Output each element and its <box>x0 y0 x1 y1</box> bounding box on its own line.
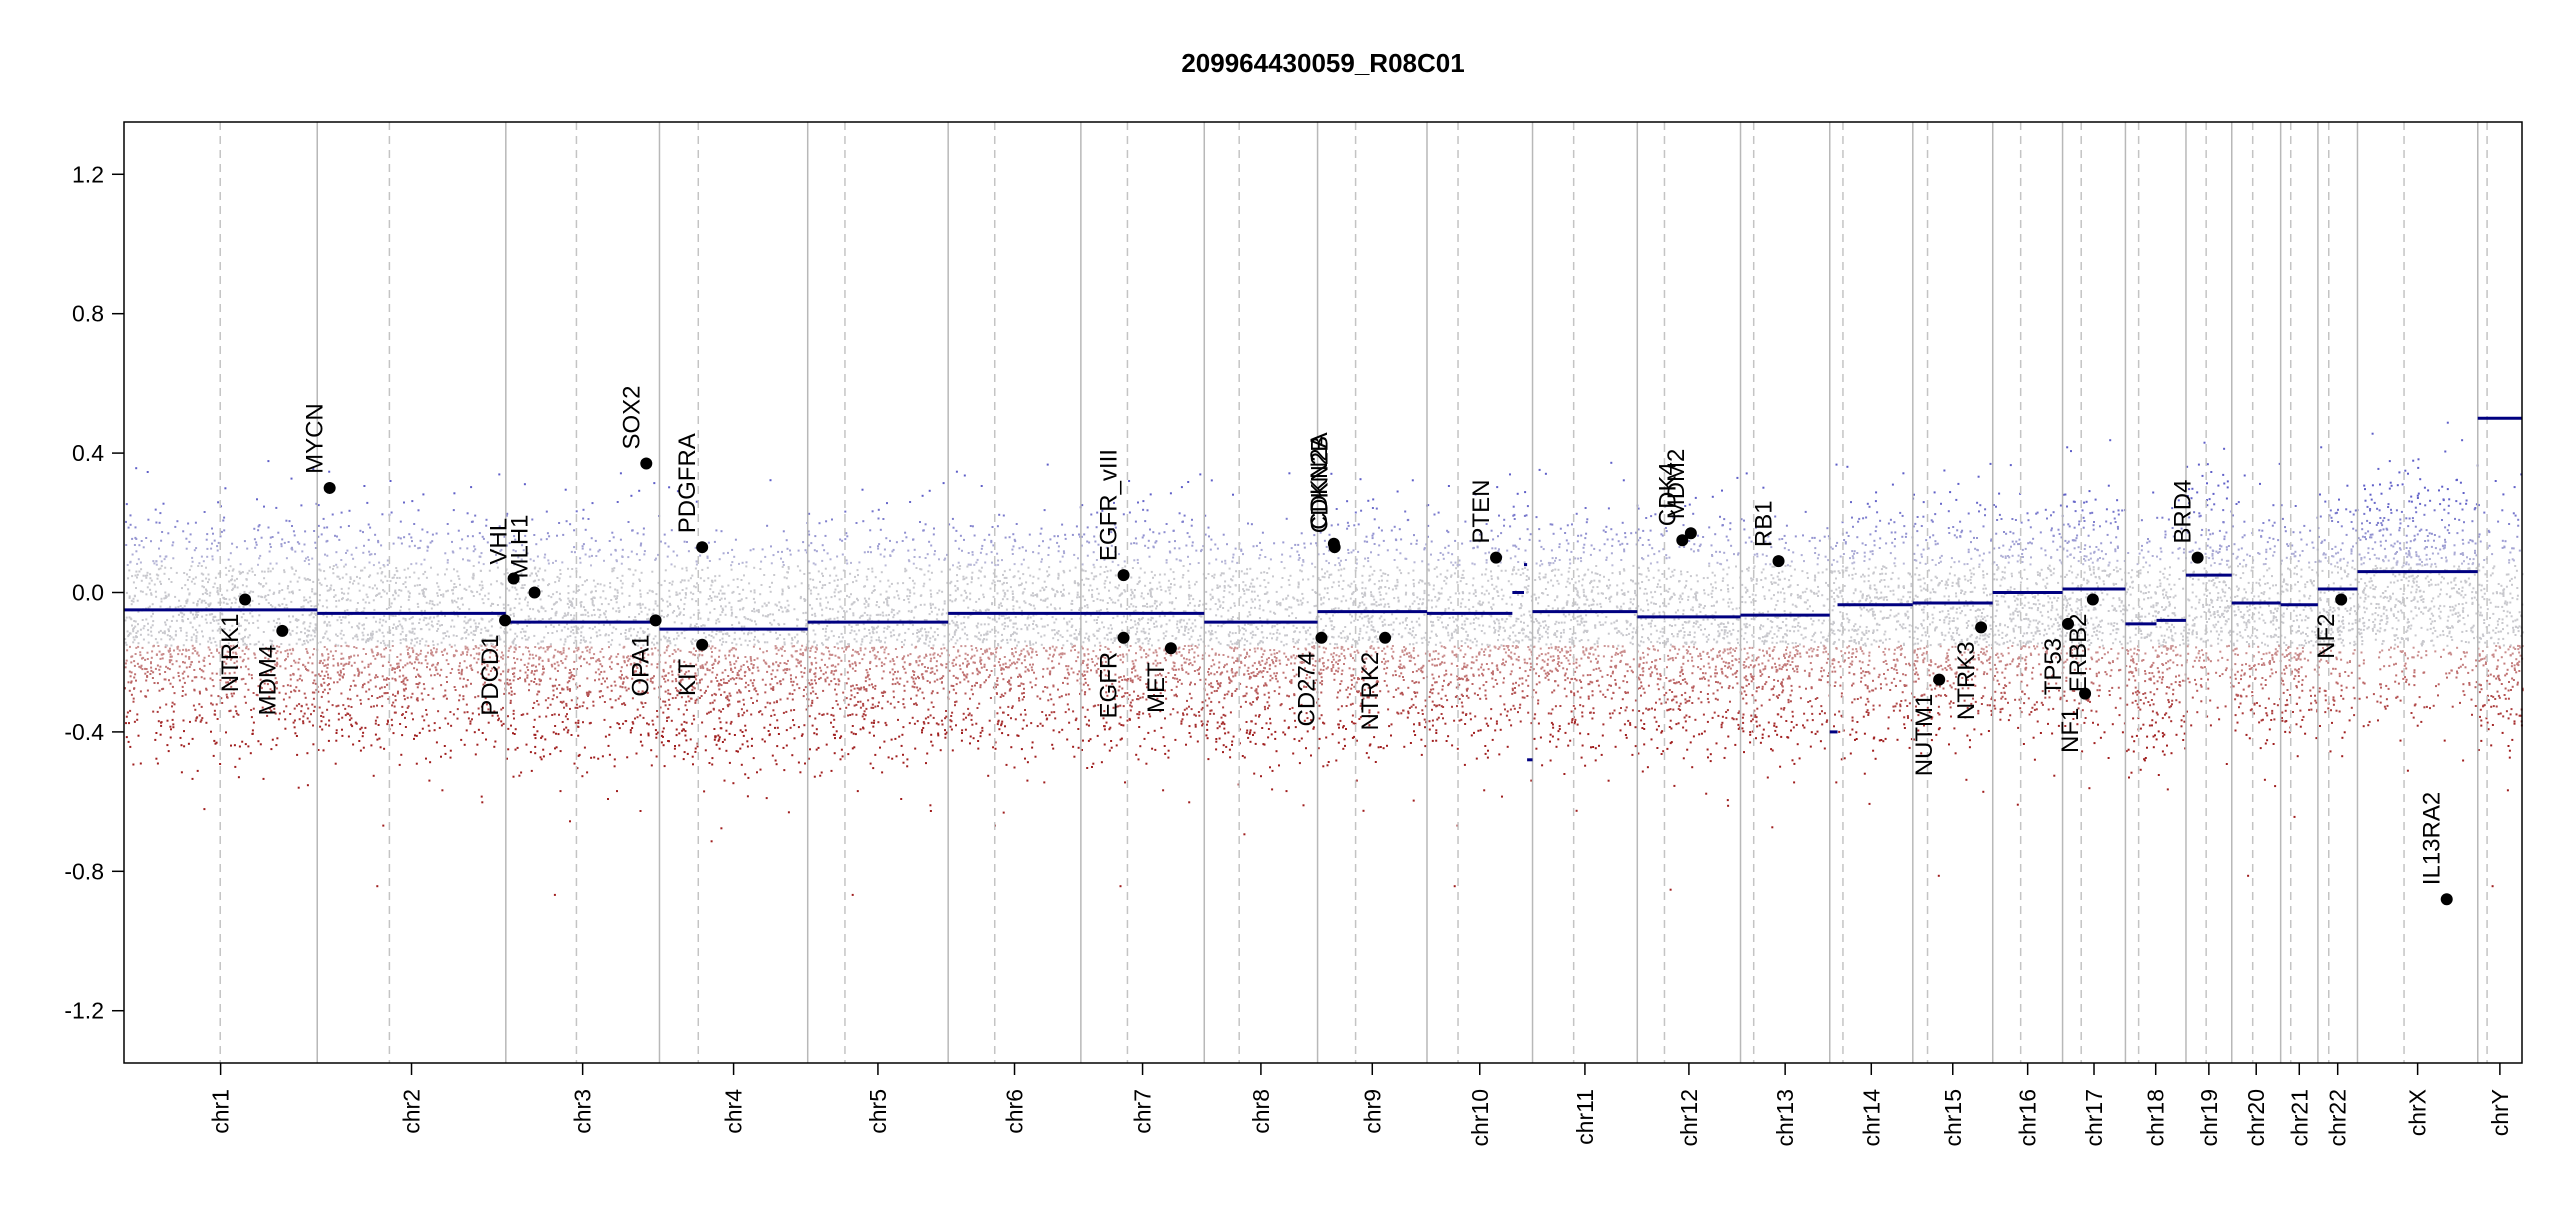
gene-label-mlh1: MLH1 <box>507 514 534 578</box>
gene-point-mdm4 <box>276 625 288 637</box>
gene-label-il13ra2: IL13RA2 <box>2419 792 2446 885</box>
gene-point-sox2 <box>640 458 652 470</box>
x-tick-label-chr7: chr7 <box>1130 1089 1156 1134</box>
gene-point-pten <box>1490 552 1502 564</box>
gene-label-ntrk2: NTRK2 <box>1357 652 1384 731</box>
gene-label-opa1: OPA1 <box>628 634 655 696</box>
x-tick-label-chr16: chr16 <box>2015 1089 2041 1147</box>
x-tick-label-chr10: chr10 <box>1467 1089 1493 1147</box>
y-tick-label: 0.0 <box>72 580 104 606</box>
gene-label-mdm4: MDM4 <box>254 645 281 716</box>
gene-point-mdm2 <box>1685 527 1697 539</box>
gene-point-opa1 <box>650 614 662 626</box>
gene-label-pdgfra: PDGFRA <box>674 433 701 533</box>
gene-label-cd274: CD274 <box>1293 652 1320 727</box>
gene-point-erbb2 <box>2087 593 2099 605</box>
gene-label-nutm1: NUTM1 <box>1911 694 1938 777</box>
gene-point-il13ra2 <box>2441 893 2453 905</box>
x-tick-label-chr11: chr11 <box>1572 1089 1598 1145</box>
gene-label-egfr_viii: EGFR_vIII <box>1096 449 1123 561</box>
x-tick-label-chr21: chr21 <box>2286 1089 2312 1147</box>
gene-point-pdgfra <box>696 541 708 553</box>
x-tick-label-chr2: chr2 <box>399 1089 425 1134</box>
x-tick-label-chr19: chr19 <box>2196 1089 2222 1147</box>
x-tick-label-chry: chrY <box>2487 1089 2513 1136</box>
gene-label-nf1: NF1 <box>2057 708 2084 753</box>
gene-label-ntrk1: NTRK1 <box>217 614 244 693</box>
gene-label-mdm2: MDM2 <box>1663 449 1690 520</box>
gene-point-egfr <box>1118 632 1130 644</box>
gene-label-ntrk3: NTRK3 <box>1953 641 1980 720</box>
x-tick-label-chr22: chr22 <box>2325 1089 2351 1147</box>
gene-point-mycn <box>324 482 336 494</box>
gene-label-pten: PTEN <box>1468 480 1495 544</box>
x-tick-label-chr8: chr8 <box>1248 1089 1274 1134</box>
x-tick-label-chr14: chr14 <box>1858 1089 1884 1147</box>
gene-point-nf2 <box>2335 593 2347 605</box>
gene-label-egfr: EGFR <box>1096 652 1123 719</box>
gene-label-met: MET <box>1143 662 1170 713</box>
gene-point-cd274 <box>1315 632 1327 644</box>
x-tick-label-chr17: chr17 <box>2081 1089 2107 1147</box>
gene-label-mycn: MYCN <box>302 403 329 474</box>
chart-title: 209964430059_R08C01 <box>1181 48 1464 78</box>
y-tick-label: 0.8 <box>72 301 104 327</box>
y-tick-label: -1.2 <box>64 998 104 1024</box>
y-tick-label: 1.2 <box>72 161 104 187</box>
plot-frame <box>124 122 2522 1063</box>
gene-point-ntrk2 <box>1379 632 1391 644</box>
gene-label-kit: KIT <box>674 658 701 696</box>
x-tick-label-chrx: chrX <box>2405 1089 2431 1136</box>
gene-label-tp53: TP53 <box>2040 638 2067 695</box>
gene-point-rb1 <box>1773 555 1785 567</box>
x-tick-label-chr18: chr18 <box>2143 1089 2169 1147</box>
gene-label-sox2: SOX2 <box>618 385 645 449</box>
x-tick-label-chr9: chr9 <box>1359 1089 1385 1134</box>
x-tick-label-chr15: chr15 <box>1940 1089 1966 1147</box>
gene-point-ntrk1 <box>239 593 251 605</box>
gene-label-pdcd1: PDCD1 <box>477 634 504 715</box>
gene-point-kit <box>696 639 708 651</box>
y-tick-label: -0.8 <box>64 858 104 884</box>
x-tick-label-chr3: chr3 <box>570 1089 596 1134</box>
gene-label-rb1: RB1 <box>1751 500 1778 547</box>
gene-label-cdkn2b: CDKN2B <box>1307 436 1334 533</box>
gene-point-met <box>1165 642 1177 654</box>
gene-point-nutm1 <box>1933 674 1945 686</box>
gene-point-egfr_viii <box>1118 569 1130 581</box>
x-tick-label-chr4: chr4 <box>721 1089 747 1134</box>
gene-label-brd4: BRD4 <box>2170 480 2197 544</box>
gene-point-brd4 <box>2192 552 2204 564</box>
gene-point-ntrk3 <box>1975 621 1987 633</box>
x-tick-label-chr12: chr12 <box>1676 1089 1702 1147</box>
gene-point-mlh1 <box>529 587 541 599</box>
x-tick-label-chr20: chr20 <box>2243 1089 2269 1147</box>
gene-label-nf2: NF2 <box>2313 614 2340 659</box>
gene-point-cdkn2b <box>1329 541 1341 553</box>
y-tick-label: 0.4 <box>72 440 104 466</box>
gene-label-erbb2: ERBB2 <box>2065 614 2092 693</box>
x-tick-label-chr1: chr1 <box>208 1089 234 1134</box>
gene-point-pdcd1 <box>499 614 511 626</box>
y-tick-label: -0.4 <box>64 719 104 745</box>
x-tick-label-chr5: chr5 <box>865 1089 891 1134</box>
x-tick-label-chr6: chr6 <box>1002 1089 1028 1134</box>
x-tick-label-chr13: chr13 <box>1772 1089 1798 1147</box>
